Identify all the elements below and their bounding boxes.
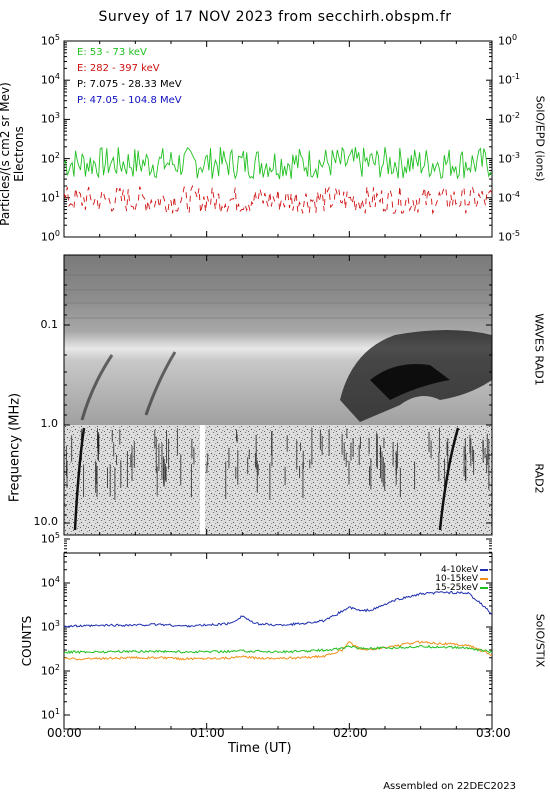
rad2-image (64, 425, 492, 535)
particles-legend-item: P: 47.05 - 104.8 MeV (77, 95, 182, 106)
particles-left-tick-2: 103 (40, 111, 60, 127)
particles-right-tick-0: 100 (498, 33, 518, 48)
particles-left-tick-3: 102 (40, 150, 60, 166)
type-iii-burst-rad2 (73, 427, 86, 531)
radio-ylabel: Frequency (MHz) (7, 392, 23, 503)
stix-right-label: SolO/STIX (533, 613, 547, 668)
xtick-0000: 00:00 (47, 726, 82, 740)
radio-tick-1-0: 1.0 (40, 417, 59, 430)
stix-left-tick-4: 101 (40, 707, 60, 722)
xtick-0200: 02:00 (333, 726, 368, 740)
radio-ticks (63, 255, 493, 535)
stix-lines (63, 590, 493, 661)
radio-emission-core (370, 364, 450, 400)
particles-ticks (63, 40, 493, 238)
particles-left-tick-1: 104 (40, 72, 60, 87)
particles-legend-item: P: 7.075 - 28.33 MeV (77, 79, 182, 90)
type-iii-burst (80, 354, 114, 421)
stix-left-tick-3: 102 (40, 663, 60, 678)
particles-lines (63, 146, 493, 215)
xaxis-label: Time (UT) (228, 741, 292, 756)
stix-legend-item: 4-10keV (400, 566, 488, 575)
particles-legend-item: E: 282 - 397 keV (77, 63, 160, 74)
particles-right-tick-5: 10-5 (498, 229, 520, 244)
radio-tick-10-0: 10.0 (33, 515, 59, 528)
particles-legend-item: E: 53 - 73 keV (77, 47, 147, 58)
data-gap (200, 425, 205, 535)
stix-left-tick-2: 103 (40, 619, 60, 634)
particles-right-tick-4: 10-4 (498, 189, 520, 205)
stix-left-tick-0: 105 (40, 531, 60, 546)
stix-series-4-10keV (63, 590, 493, 628)
stix-series-10-15keV (63, 640, 493, 661)
series-line-E: 53 - 73 keV (63, 146, 493, 180)
series-line-E: 282 - 397 keV (63, 184, 493, 215)
stix-legend: 4-10keV 10-15keV 15-25keV (400, 566, 488, 593)
particles-left-tick-0: 105 (40, 33, 60, 48)
particles-right-tick-1: 10-1 (498, 72, 520, 87)
type-iii-burst-rad2 (438, 427, 460, 531)
stix-series-15-25keV (63, 644, 493, 655)
xtick-0300: 03:00 (476, 726, 511, 740)
particles-left-tick-4: 101 (40, 189, 60, 205)
particles-right-tick-3: 10-3 (498, 150, 520, 166)
radio-right-label-bottom: RAD2 (532, 463, 546, 494)
stix-legend-item: 10-15keV (400, 575, 488, 584)
particles-right-label: SolO/EPD (ions) (533, 95, 547, 182)
xtick-0100: 01:00 (190, 726, 225, 740)
stix-left-tick-1: 104 (40, 575, 60, 590)
particles-ylabel-line1: Particles/(s cm2 sr Mev) (0, 82, 12, 226)
radio-right-label-top: WAVES RAD1 (532, 313, 546, 386)
assembled-footer: Assembled on 22DEC2023 (383, 781, 516, 792)
stix-legend-item: 15-25keV (400, 584, 488, 593)
particles-right-tick-2: 10-2 (498, 111, 520, 127)
particles-legend: E: 53 - 73 keV E: 282 - 397 keV P: 7.075 -… (77, 45, 182, 109)
stix-ticks (63, 538, 493, 729)
page-title: Survey of 17 NOV 2023 from secchirh.obsp… (98, 9, 452, 25)
radio-tick-0-1: 0.1 (40, 318, 59, 331)
radio-features (64, 274, 492, 535)
particles-left-tick-5: 100 (40, 229, 60, 244)
type-iii-burst (144, 351, 177, 416)
